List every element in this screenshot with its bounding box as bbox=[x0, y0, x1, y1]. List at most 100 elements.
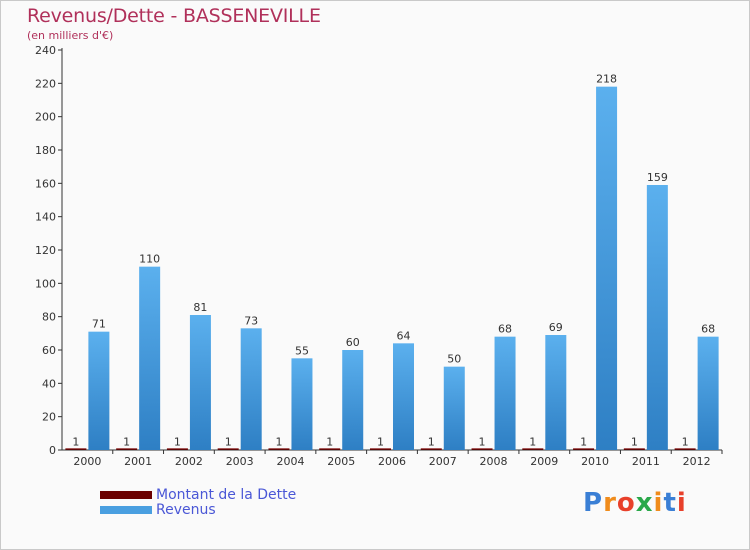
bars bbox=[65, 86, 719, 451]
legend-swatch-dette bbox=[100, 490, 152, 499]
bar-revenus bbox=[545, 335, 567, 450]
data-label-dette: 1 bbox=[377, 435, 384, 448]
x-tick-label: 2011 bbox=[632, 455, 660, 468]
data-label-dette: 1 bbox=[529, 435, 536, 448]
chart-title: Revenus/Dette - BASSENEVILLE bbox=[27, 5, 321, 27]
y-tick-label: 0 bbox=[49, 444, 56, 457]
data-label-revenus: 60 bbox=[346, 336, 360, 349]
data-labels: 1 71 1 110 1 81 1 73 1 55 1 60 1 64 1 50 1 68 1 69 1 218 1 159 1… bbox=[72, 73, 715, 449]
data-label-dette: 1 bbox=[580, 435, 587, 448]
data-label-revenus: 81 bbox=[193, 301, 207, 314]
x-tick-label: 2002 bbox=[175, 455, 203, 468]
data-label-dette: 1 bbox=[428, 435, 435, 448]
data-label-revenus: 55 bbox=[295, 344, 309, 357]
data-label-dette: 1 bbox=[326, 435, 333, 448]
bar-revenus bbox=[646, 185, 668, 450]
data-label-dette: 1 bbox=[682, 435, 689, 448]
x-tick-label: 2009 bbox=[530, 455, 558, 468]
bar-revenus bbox=[240, 328, 262, 450]
x-tick-label: 2008 bbox=[480, 455, 508, 468]
x-tick-label: 2005 bbox=[327, 455, 355, 468]
logo-letter: i bbox=[653, 488, 664, 518]
bar-revenus bbox=[291, 358, 313, 450]
bar-revenus bbox=[393, 343, 414, 450]
x-tick-label: 2003 bbox=[226, 455, 254, 468]
y-tick-label: 200 bbox=[35, 111, 56, 124]
y-tick-label: 80 bbox=[42, 311, 56, 324]
data-label-dette: 1 bbox=[479, 435, 486, 448]
y-tick-label: 40 bbox=[42, 377, 56, 390]
bar-revenus bbox=[189, 315, 211, 450]
y-tick-label: 60 bbox=[42, 344, 56, 357]
legend: Montant de la Dette Revenus bbox=[100, 486, 297, 518]
data-label-dette: 1 bbox=[123, 435, 130, 448]
data-label-dette: 1 bbox=[174, 435, 181, 448]
bar-dette bbox=[623, 448, 645, 450]
logo-letter: r bbox=[603, 488, 617, 518]
y-tick-label: 240 bbox=[35, 44, 56, 57]
proxiti-logo: Proxiti bbox=[583, 488, 687, 518]
y-tick-label: 160 bbox=[35, 177, 56, 190]
data-label-revenus: 159 bbox=[647, 171, 668, 184]
logo-letter: o bbox=[616, 488, 636, 518]
x-tick-label: 2012 bbox=[683, 455, 711, 468]
data-label-revenus: 218 bbox=[596, 73, 617, 86]
y-tick-label: 20 bbox=[42, 411, 56, 424]
bar-dette bbox=[116, 448, 138, 450]
data-label-revenus: 110 bbox=[139, 253, 160, 266]
bar-revenus bbox=[88, 331, 110, 450]
bar-revenus bbox=[342, 350, 364, 450]
bar-dette bbox=[268, 448, 290, 450]
data-label-revenus: 68 bbox=[498, 323, 512, 336]
chart-subtitle: (en milliers d'€) bbox=[27, 29, 114, 42]
legend-item-revenus: Revenus bbox=[100, 501, 296, 518]
y-tick-label: 120 bbox=[35, 244, 56, 257]
data-label-revenus: 50 bbox=[447, 353, 461, 366]
bar-dette bbox=[319, 448, 341, 450]
y-tick-label: 140 bbox=[35, 211, 56, 224]
data-label-revenus: 68 bbox=[701, 323, 715, 336]
logo-letter: x bbox=[635, 488, 654, 518]
data-label-dette: 1 bbox=[72, 435, 79, 448]
x-tick-label: 2001 bbox=[124, 455, 152, 468]
x-tick-label: 2004 bbox=[276, 455, 304, 468]
bar-revenus bbox=[139, 266, 161, 450]
bar-dette bbox=[573, 448, 595, 450]
bar-dette bbox=[217, 448, 239, 450]
logo-letter: i bbox=[676, 488, 687, 518]
bar-dette bbox=[65, 448, 87, 450]
x-tick-label: 2007 bbox=[429, 455, 457, 468]
bar-revenus bbox=[494, 336, 516, 450]
bar-dette bbox=[166, 448, 188, 450]
y-tick-label: 220 bbox=[35, 77, 56, 90]
logo-letter: t bbox=[663, 488, 677, 518]
legend-item-dette: Montant de la Dette bbox=[100, 486, 297, 503]
x-tick-label: 2006 bbox=[378, 455, 406, 468]
y-tick-label: 100 bbox=[35, 277, 56, 290]
bar-dette bbox=[674, 448, 696, 450]
bar-revenus bbox=[443, 366, 465, 450]
bar-revenus bbox=[697, 336, 719, 450]
data-label-revenus: 71 bbox=[92, 318, 106, 331]
x-tick-label: 2000 bbox=[73, 455, 101, 468]
bar-dette bbox=[370, 448, 391, 450]
bar-dette bbox=[522, 448, 544, 450]
bar-dette bbox=[471, 448, 493, 450]
y-tick-label: 180 bbox=[35, 144, 56, 157]
data-label-dette: 1 bbox=[275, 435, 282, 448]
data-label-revenus: 69 bbox=[549, 321, 563, 334]
data-label-dette: 1 bbox=[631, 435, 638, 448]
data-label-revenus: 64 bbox=[397, 329, 411, 342]
x-tick-label: 2010 bbox=[581, 455, 609, 468]
data-label-dette: 1 bbox=[225, 435, 232, 448]
legend-swatch-revenus bbox=[100, 505, 152, 514]
legend-label-revenus: Revenus bbox=[156, 501, 216, 518]
bar-revenus bbox=[596, 86, 618, 451]
legend-label-dette: Montant de la Dette bbox=[156, 486, 297, 503]
data-label-revenus: 73 bbox=[244, 314, 258, 327]
bar-dette bbox=[420, 448, 442, 450]
logo-letter: P bbox=[583, 488, 604, 518]
